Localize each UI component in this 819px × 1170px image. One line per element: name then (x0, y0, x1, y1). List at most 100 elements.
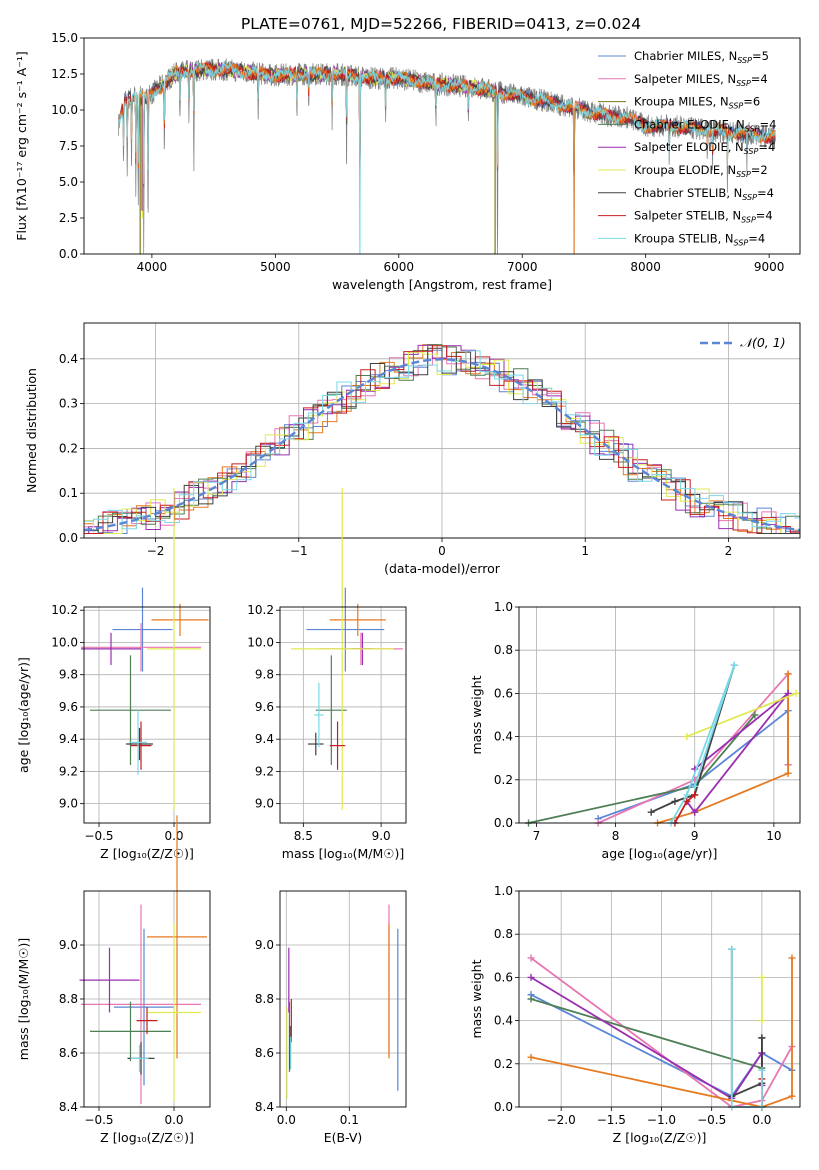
y-axis-label: Flux [fλ10⁻¹⁷ erg cm⁻² s⁻¹ A⁻¹] (14, 51, 29, 240)
axes-frame (83, 322, 801, 539)
mass-weight-series (686, 692, 797, 738)
legend-label-suffix: =5 (752, 49, 769, 63)
mass-vs-z-errorbars (79, 815, 207, 1105)
y-tick-label: 0.3 (59, 397, 78, 411)
x-tick-label: 9000 (754, 260, 785, 274)
y-tick-label: 2.5 (59, 211, 78, 225)
legend-label: Chabrier STELIB, NSSP=4 (634, 186, 774, 202)
y-axis-label: Normed distribution (24, 368, 39, 493)
spectrum-axes: 4000 5000 6000 7000 8000 9000 0.0 2.5 5.0 7.5 10.0… (14, 31, 784, 292)
axes-frame (83, 37, 801, 255)
x-axis-label: wavelength [Angstrom, rest frame] (332, 277, 552, 292)
y-tick-label: 9.8 (59, 668, 78, 682)
y-tick-label: 9.4 (59, 732, 78, 746)
mass-vs-ebv-errorbars (286, 904, 399, 1099)
legend-label: 𝒩(0, 1) (740, 335, 786, 350)
mass-weight-series (657, 674, 789, 824)
x-tick-label: 9.0 (372, 829, 391, 843)
mass-weight-marker (758, 1066, 766, 1074)
histogram-series (84, 345, 800, 534)
y-tick-label: 1.0 (494, 884, 513, 898)
x-tick-label: −1.5 (597, 1113, 626, 1127)
legend-label-suffix: =4 (751, 72, 768, 86)
y-tick-label: 0.0 (59, 247, 78, 261)
x-tick-label: −1.0 (647, 1113, 676, 1127)
y-tick-label: 8.8 (59, 992, 78, 1006)
y-tick-label: 0.6 (494, 686, 513, 700)
y-tick-label: 0.8 (494, 643, 513, 657)
x-axis-label: E(B-V) (324, 1130, 363, 1145)
x-axis-label: Z [log₁₀(Z/Z☉)] (100, 846, 194, 861)
y-tick-label: 9.6 (255, 700, 274, 714)
y-tick-label: 10.2 (247, 603, 274, 617)
x-tick-label: 8000 (630, 260, 661, 274)
age-vs-z-axes: −0.5 0.0 9.0 9.2 9.4 9.6 9.8 10.0 10.2 Z [log₁₀(Z… (16, 603, 210, 861)
x-tick-label: 7000 (507, 260, 538, 274)
y-tick-label: 8.6 (255, 1046, 274, 1060)
legend-label: Kroupa ELODIE, NSSP=2 (634, 163, 768, 179)
legend-label: Salpeter MILES, NSSP=4 (634, 72, 768, 88)
y-tick-label: 10.0 (247, 635, 274, 649)
y-tick-label: 9.2 (255, 764, 274, 778)
mass-weight-marker (730, 661, 738, 669)
y-tick-label: 0.4 (494, 730, 513, 744)
y-tick-label: 0.0 (494, 1100, 513, 1114)
spectrum-lines (118, 58, 776, 254)
axes-frame (518, 890, 801, 1108)
legend-label: Chabrier MILES, NSSP=5 (634, 49, 769, 65)
x-axis-label: age [log₁₀(age/yr)] (602, 846, 718, 861)
mass-weight-marker (691, 808, 699, 816)
x-tick-label: −1 (290, 544, 308, 558)
mass-weight-marker (758, 973, 766, 981)
x-tick-label: 0 (438, 544, 446, 558)
y-tick-label: 9.4 (255, 732, 274, 746)
mass-weight-marker (784, 670, 792, 678)
figure-title: PLATE=0761, MJD=52266, FIBERID=0413, z=0… (241, 15, 641, 33)
y-tick-label: 8.4 (59, 1100, 78, 1114)
mass-weight-marker (788, 954, 796, 962)
histogram-series (84, 350, 800, 530)
mass-weight-marker (671, 797, 679, 805)
legend-label-main: Chabrier ELODIE, N (634, 117, 745, 131)
legend-label-main: Kroupa MILES, N (634, 95, 729, 109)
legend-label-suffix: =4 (758, 140, 775, 154)
x-tick-label: 0.0 (277, 1113, 296, 1127)
legend-label-main: Salpeter STELIB, N (634, 209, 741, 223)
axes-frame (279, 606, 407, 824)
y-tick-label: 9.8 (255, 668, 274, 682)
mass-weight-marker (792, 689, 800, 697)
x-tick-label: −0.5 (84, 1113, 113, 1127)
x-tick-label: 0.0 (164, 829, 183, 843)
y-tick-label: 9.6 (59, 700, 78, 714)
legend-label-suffix: =4 (756, 209, 773, 223)
axes-frame (279, 890, 407, 1108)
y-tick-label: 8.8 (255, 992, 274, 1006)
y-tick-label: 9.0 (255, 938, 274, 952)
legend-label-sub: SSP (741, 216, 756, 225)
gaussian-curve (84, 358, 800, 532)
mass-weight-marker (751, 711, 759, 719)
histogram-series (84, 344, 800, 534)
y-tick-label: 0.1 (59, 486, 78, 500)
x-tick-label: 0.0 (164, 1113, 183, 1127)
y-tick-label: 0.4 (59, 352, 78, 366)
legend-label-main: Chabrier MILES, N (634, 49, 737, 63)
mass-weight-marker (728, 945, 736, 953)
legend-label: Chabrier ELODIE, NSSP=4 (634, 117, 776, 133)
legend-label-sub: SSP (736, 170, 751, 179)
x-tick-label: −0.5 (697, 1113, 726, 1127)
x-tick-label: 6000 (384, 260, 415, 274)
y-tick-label: 0.2 (494, 773, 513, 787)
x-tick-label: 4000 (137, 260, 168, 274)
legend-label-main: Salpeter ELODIE, N (634, 140, 744, 154)
legend-label-sub: SSP (736, 79, 751, 88)
y-axis-label: mass [log₁₀(M/M☉)] (16, 938, 31, 1060)
mass-weight-marker (683, 791, 691, 799)
legend-label-sub: SSP (737, 56, 752, 65)
y-tick-label: 15.0 (51, 31, 78, 45)
massweight-vs-z-lines (527, 945, 796, 1111)
y-tick-label: 8.4 (255, 1100, 274, 1114)
legend-label: Kroupa STELIB, NSSP=4 (634, 231, 765, 247)
legend-label-main: Salpeter MILES, N (634, 72, 736, 86)
